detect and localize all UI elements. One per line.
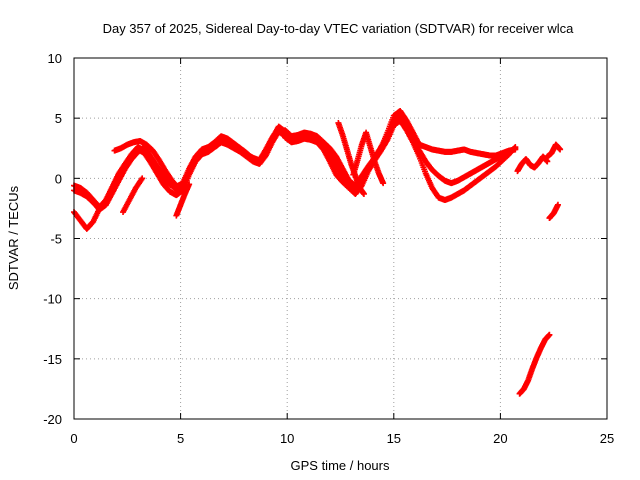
series-track-j <box>335 119 367 197</box>
x-tick-label: 25 <box>600 431 614 446</box>
series-track-e <box>120 175 146 216</box>
y-tick-label: 5 <box>55 111 62 126</box>
data-point <box>546 331 553 338</box>
series-track-o <box>516 331 553 397</box>
grid <box>74 58 607 419</box>
data-point <box>186 181 193 188</box>
series-track-h <box>282 117 519 203</box>
series-track-b <box>71 128 289 211</box>
data-point <box>554 201 561 208</box>
y-tick-label: -10 <box>43 292 62 307</box>
x-tick-label: 10 <box>280 431 294 446</box>
series-track-n <box>546 201 561 222</box>
data-point <box>139 175 146 182</box>
series-track-f <box>173 181 193 219</box>
data-point <box>557 146 564 153</box>
series-track-d <box>111 138 188 191</box>
x-tick-label: 15 <box>387 431 401 446</box>
y-tick-label: 0 <box>55 171 62 186</box>
y-tick-label: -5 <box>50 232 62 247</box>
data-point <box>380 180 387 187</box>
y-tick-label: 10 <box>48 51 62 66</box>
series-track-m <box>544 141 564 160</box>
data-point <box>512 145 519 152</box>
plot-frame <box>73 57 608 420</box>
x-tick-label: 0 <box>70 431 77 446</box>
chart-title: Day 357 of 2025, Sidereal Day-to-day VTE… <box>103 21 575 36</box>
data-points <box>71 107 564 397</box>
data-point <box>360 190 367 197</box>
series-track-k <box>350 129 387 187</box>
x-tick-label: 5 <box>177 431 184 446</box>
axis-ticks: 0 5 10 15 20 25 -20 -15 -10 -5 0 5 10 <box>43 51 614 446</box>
y-axis-label: SDTVAR / TECUs <box>6 185 21 290</box>
x-axis-label: GPS time / hours <box>291 458 390 473</box>
y-tick-label: -20 <box>43 412 62 427</box>
series-track-l <box>514 153 551 175</box>
x-tick-label: 20 <box>493 431 507 446</box>
series-track-a <box>71 124 289 232</box>
y-tick-label: -15 <box>43 352 62 367</box>
